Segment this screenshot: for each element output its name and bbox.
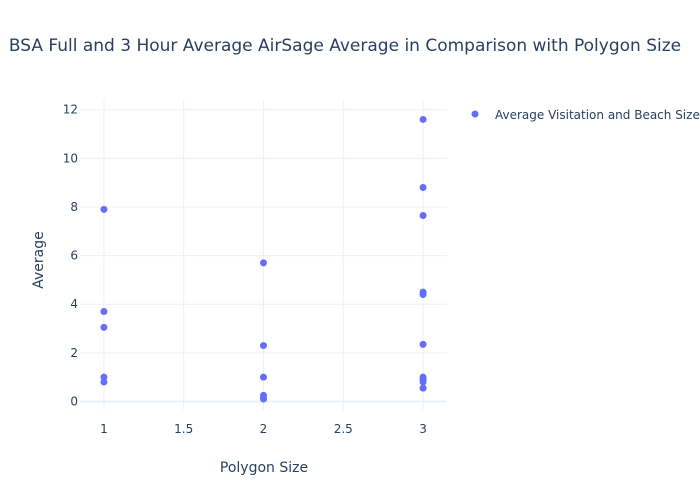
chart-title: BSA Full and 3 Hour Average AirSage Aver…	[9, 36, 681, 56]
data-point[interactable]	[419, 184, 427, 192]
y-tick-label: 2	[70, 346, 78, 360]
y-tick-label: 4	[70, 297, 78, 311]
x-tick-label: 2.5	[334, 422, 353, 436]
data-point[interactable]	[419, 291, 427, 299]
y-axis-label: Average	[31, 231, 47, 289]
x-tick-label: 3	[419, 422, 427, 436]
legend-marker	[471, 110, 479, 118]
y-tick-label: 8	[70, 200, 78, 214]
data-point[interactable]	[260, 259, 267, 267]
x-tick-label: 2	[260, 422, 268, 436]
data-point[interactable]	[419, 340, 427, 348]
data-point[interactable]	[419, 115, 427, 123]
legend[interactable]: Average Visitation and Beach Size	[471, 108, 700, 122]
y-tick-label: 10	[63, 151, 78, 165]
tick-labels: 1 1.5 2 2.5 3 0 2 4 6 8 10 12	[63, 103, 427, 436]
x-axis-label: Polygon Size	[220, 460, 308, 476]
y-tick-label: 6	[70, 249, 78, 263]
data-point[interactable]	[100, 373, 108, 381]
legend-label: Average Visitation and Beach Size	[495, 108, 700, 122]
y-tick-label: 0	[70, 394, 78, 408]
data-point[interactable]	[419, 384, 427, 392]
data-point[interactable]	[100, 378, 108, 386]
data-point[interactable]	[100, 205, 108, 213]
data-points	[100, 115, 427, 403]
data-point[interactable]	[100, 308, 108, 316]
data-point[interactable]	[260, 342, 267, 350]
grid	[80, 100, 447, 410]
data-point[interactable]	[419, 378, 427, 386]
x-tick-label: 1.5	[174, 422, 193, 436]
data-point[interactable]	[260, 395, 267, 403]
y-tick-label: 12	[63, 103, 78, 117]
data-point[interactable]	[100, 323, 108, 331]
x-tick-label: 1	[100, 422, 108, 436]
data-point[interactable]	[419, 211, 427, 219]
data-point[interactable]	[260, 373, 267, 381]
